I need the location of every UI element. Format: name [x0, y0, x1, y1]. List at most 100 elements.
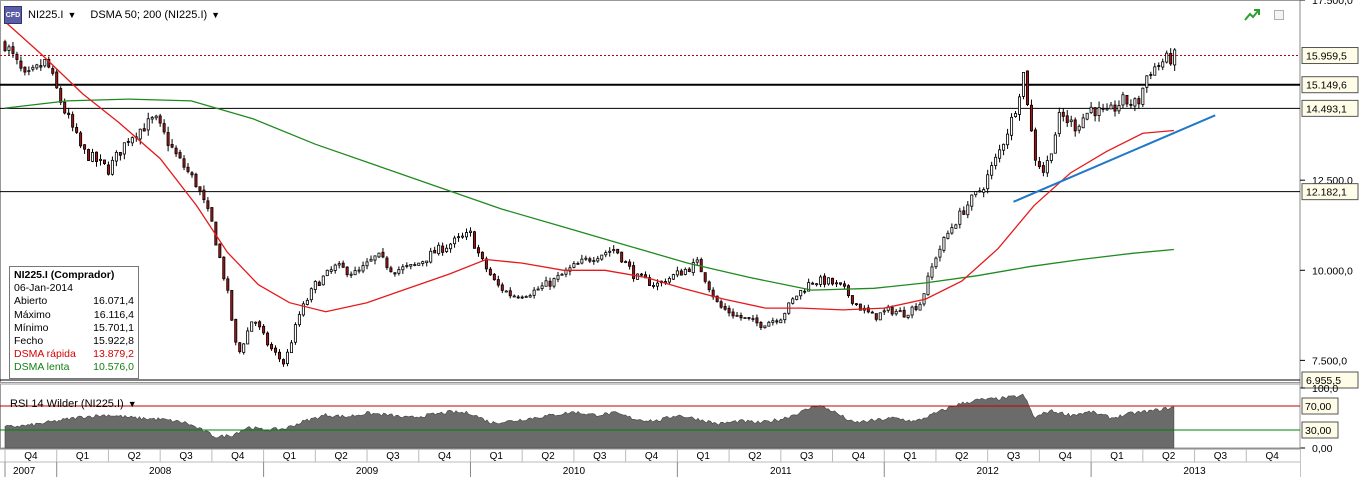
rsi-level-box: [1301, 397, 1339, 415]
candle-body: [568, 267, 572, 272]
candle-body: [468, 230, 472, 233]
candle-body: [1093, 107, 1097, 117]
candle-body: [1061, 111, 1065, 117]
candle-body: [301, 303, 305, 316]
candle-body: [373, 255, 377, 261]
price-tick-label: 7.500,0: [1312, 355, 1347, 367]
candle-body: [715, 295, 719, 302]
candle-body: [39, 65, 43, 68]
candle-body: [584, 257, 588, 260]
indicator-dropdown-arrow-icon[interactable]: ▼: [211, 10, 221, 20]
candle-body: [1133, 98, 1137, 107]
level-label: 6.955,5: [1306, 375, 1341, 387]
candle-body: [1045, 160, 1049, 174]
cfd-icon[interactable]: CFD: [4, 6, 22, 24]
candle-body: [409, 264, 413, 267]
candle-body: [381, 251, 385, 258]
candle-body: [202, 189, 206, 201]
rsi-tick-label: 100,0: [1312, 383, 1338, 395]
candle-body: [234, 318, 238, 343]
candle-body: [461, 235, 465, 238]
info-value: 10.576,0: [93, 361, 134, 374]
candle-body: [138, 128, 142, 140]
candle-body: [735, 314, 739, 317]
candle-body: [361, 265, 365, 272]
candle-body: [651, 285, 655, 287]
candle-body: [588, 258, 592, 262]
symbol-dropdown-arrow-icon[interactable]: ▼: [67, 10, 77, 20]
year-label: 2008: [149, 466, 172, 477]
quarter-label: Q4: [24, 451, 38, 462]
candle-body: [110, 159, 114, 175]
maximize-icon[interactable]: [1274, 10, 1284, 20]
candle-body: [640, 273, 644, 276]
candle-body: [926, 275, 930, 296]
candle-body: [703, 272, 707, 282]
candle-body: [369, 258, 373, 262]
rsi-level-label: 70,00: [1305, 401, 1331, 413]
candle-body: [43, 58, 47, 67]
candle-body: [731, 311, 735, 317]
rsi-dropdown-arrow-icon[interactable]: ▼: [127, 399, 137, 409]
info-value: 15.701,1: [93, 321, 134, 334]
candle-body: [158, 115, 162, 124]
candle-body: [274, 347, 278, 353]
candle-body: [142, 128, 146, 132]
candle-body: [106, 164, 110, 175]
candle-body: [250, 321, 254, 332]
candle-body: [878, 312, 882, 321]
candle-body: [71, 114, 75, 128]
candle-body: [990, 165, 994, 176]
candle-body: [262, 325, 266, 334]
candle-body: [759, 321, 763, 328]
quarter-label: Q1: [283, 451, 297, 462]
candle-body: [449, 243, 453, 250]
year-label: 2010: [563, 466, 586, 477]
candle-body: [767, 321, 771, 327]
trend-up-icon[interactable]: [1244, 8, 1260, 22]
quarter-label: Q3: [593, 451, 607, 462]
quarter-label: Q1: [76, 451, 90, 462]
quarter-label: Q4: [231, 451, 245, 462]
candle-body: [178, 152, 182, 159]
candle-body: [1121, 94, 1125, 106]
candle-body: [425, 260, 429, 264]
level-label-box: [1301, 99, 1359, 117]
rsi-panel-title: RSI 14 Wilder (NI225.I) ▼: [10, 398, 137, 410]
candle-body: [608, 250, 612, 253]
candle-body: [51, 68, 55, 74]
candle-body: [397, 269, 401, 274]
candle-body: [1161, 61, 1165, 68]
candle-body: [1097, 106, 1101, 117]
candle-body: [751, 318, 755, 320]
candle-body: [819, 276, 823, 285]
candle-body: [803, 290, 807, 293]
candle-body: [719, 301, 723, 308]
candle-body: [433, 249, 437, 254]
indicator-selector[interactable]: DSMA 50; 200 (NI225.I): [90, 9, 208, 21]
candle-body: [226, 278, 230, 291]
candle-body: [349, 273, 353, 276]
quarter-label: Q2: [541, 451, 555, 462]
candle-body: [842, 283, 846, 287]
candle-body: [285, 351, 289, 365]
level-label-box: [1301, 76, 1359, 94]
candle-body: [632, 265, 636, 279]
chart-corner-icons: [1244, 8, 1284, 22]
candle-body: [540, 285, 544, 289]
quarter-label: Q2: [128, 451, 142, 462]
quarter-label: Q1: [697, 451, 711, 462]
candle-body: [1117, 105, 1121, 112]
symbol-selector[interactable]: NI225.I: [28, 9, 64, 21]
candle-body: [421, 261, 425, 264]
dsma-fast-line: [4, 21, 1174, 313]
candle-body: [333, 264, 337, 271]
rsi-indicator-selector[interactable]: RSI 14 Wilder (NI225.I): [10, 398, 124, 410]
candle-body: [1141, 87, 1145, 105]
info-value: 16.116,4: [93, 308, 134, 321]
candle-body: [846, 285, 850, 296]
candle-body: [465, 232, 468, 238]
info-date: 06-Jan-2014: [14, 282, 73, 295]
candle-body: [293, 324, 297, 343]
candle-body: [337, 263, 341, 266]
